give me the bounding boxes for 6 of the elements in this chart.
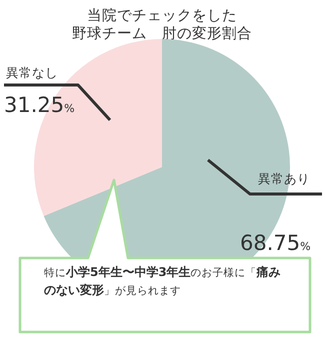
data-label: 68.75% (240, 231, 311, 255)
chart-title: 当院でチェックをした (87, 7, 237, 24)
data-label: 31.25% (4, 93, 75, 117)
slice-label: 異常なし (6, 65, 58, 80)
slice-label: 異常あり (258, 171, 310, 186)
chart-subtitle: 野球チーム 肘の変形割合 (72, 25, 252, 42)
